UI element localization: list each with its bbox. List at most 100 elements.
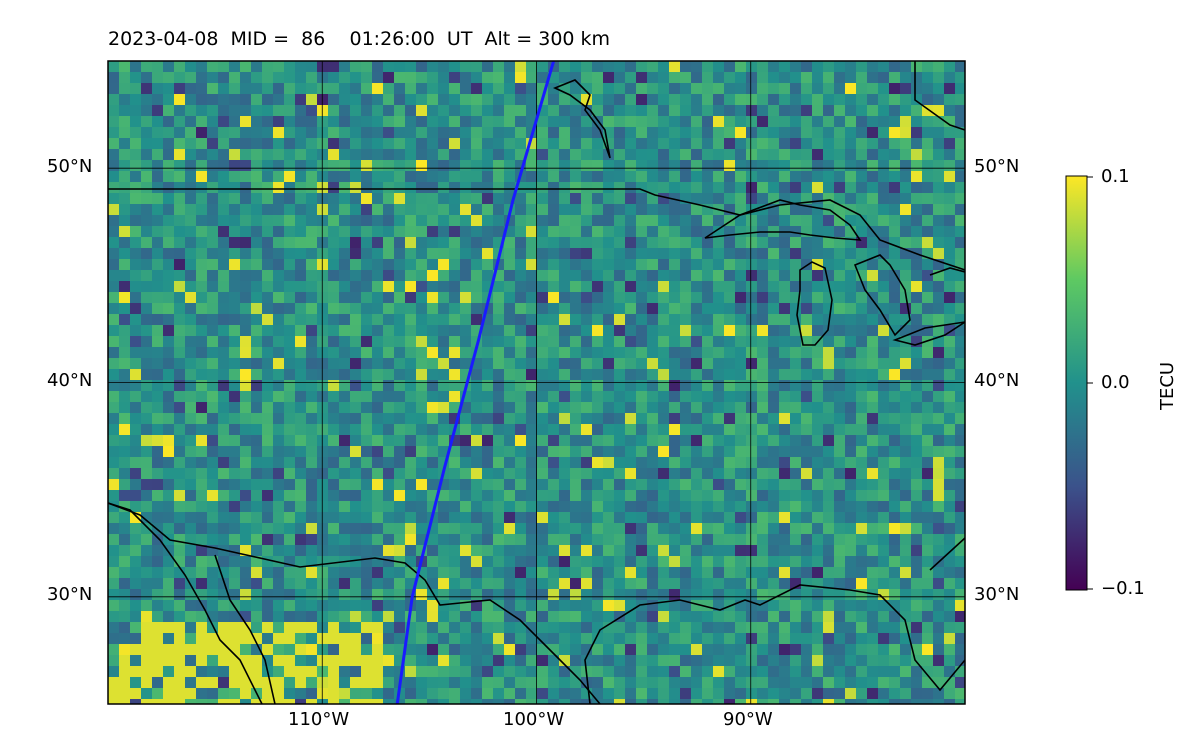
tec-cell (680, 501, 691, 512)
tec-cell (746, 281, 757, 292)
tec-cell (889, 325, 900, 336)
tec-cell (889, 512, 900, 523)
tec-cell (801, 446, 812, 457)
tec-cell (680, 72, 691, 83)
tec-cell (603, 204, 614, 215)
tec-cell (196, 149, 207, 160)
lat-label-40-right: 40°N (974, 370, 1020, 391)
tec-cell (339, 182, 350, 193)
tec-cell (779, 105, 790, 116)
tec-cell (251, 83, 262, 94)
tec-cell (889, 600, 900, 611)
tec-cell (900, 446, 911, 457)
tec-cell (658, 666, 669, 677)
tec-cell (702, 688, 713, 699)
tec-cell (152, 666, 163, 677)
tec-cell (955, 138, 965, 149)
tec-cell (570, 402, 581, 413)
tec-cell (636, 314, 647, 325)
tec-cell (394, 545, 405, 556)
tec-cell (119, 556, 130, 567)
tec-cell (713, 556, 724, 567)
tec-cell (537, 83, 548, 94)
tec-cell (196, 127, 207, 138)
tec-cell (911, 358, 922, 369)
tec-cell (713, 402, 724, 413)
tec-cell (735, 347, 746, 358)
tec-cell (405, 160, 416, 171)
tec-cell (933, 523, 944, 534)
tec-cell (933, 578, 944, 589)
tec-cell (933, 127, 944, 138)
tec-cell (262, 325, 273, 336)
tec-cell (889, 226, 900, 237)
tec-cell (185, 325, 196, 336)
tec-cell (328, 292, 339, 303)
tec-cell (119, 237, 130, 248)
tec-cell (207, 644, 218, 655)
tec-cell (570, 138, 581, 149)
tec-cell (636, 666, 647, 677)
tec-cell (680, 468, 691, 479)
tec-cell (185, 336, 196, 347)
tec-cell (196, 622, 207, 633)
tec-cell (812, 479, 823, 490)
tec-cell (251, 413, 262, 424)
tec-cell (625, 281, 636, 292)
tec-cell (493, 281, 504, 292)
tec-cell (548, 193, 559, 204)
tec-cell (614, 314, 625, 325)
tec-cell (394, 83, 405, 94)
tec-cell (185, 160, 196, 171)
tec-cell (328, 270, 339, 281)
lon-label-90w: 90°W (723, 709, 773, 730)
tec-cell (504, 83, 515, 94)
tec-cell (867, 402, 878, 413)
tec-cell (328, 259, 339, 270)
tec-cell (207, 534, 218, 545)
tec-cell (867, 347, 878, 358)
tec-cell (526, 622, 537, 633)
tec-cell (460, 578, 471, 589)
tec-cell (625, 380, 636, 391)
tec-cell (944, 534, 955, 545)
tec-cell (691, 171, 702, 182)
tec-cell (515, 336, 526, 347)
tec-cell (350, 347, 361, 358)
tec-cell (383, 270, 394, 281)
tec-cell (691, 369, 702, 380)
tec-cell (537, 171, 548, 182)
tec-cell (922, 479, 933, 490)
tec-cell (900, 655, 911, 666)
tec-cell (867, 413, 878, 424)
tec-cell (889, 534, 900, 545)
tec-cell (944, 149, 955, 160)
tec-cell (757, 369, 768, 380)
tec-cell (900, 83, 911, 94)
tec-cell (845, 413, 856, 424)
tec-cell (449, 699, 460, 704)
tec-cell (295, 171, 306, 182)
tec-cell (361, 380, 372, 391)
tec-cell (878, 72, 889, 83)
tec-cell (306, 699, 317, 704)
tec-cell (823, 666, 834, 677)
tec-cell (460, 622, 471, 633)
tec-cell (174, 270, 185, 281)
tec-cell (361, 237, 372, 248)
tec-cell (229, 171, 240, 182)
tec-cell (207, 127, 218, 138)
tec-cell (460, 567, 471, 578)
tec-cell (559, 94, 570, 105)
tec-cell (471, 105, 482, 116)
tec-cell (251, 600, 262, 611)
tec-cell (504, 358, 515, 369)
tec-cell (702, 149, 713, 160)
tec-cell (735, 633, 746, 644)
tec-cell (372, 391, 383, 402)
tec-cell (471, 600, 482, 611)
tec-cell (713, 490, 724, 501)
tec-cell (834, 413, 845, 424)
tec-cell (383, 600, 394, 611)
tec-cell (251, 666, 262, 677)
